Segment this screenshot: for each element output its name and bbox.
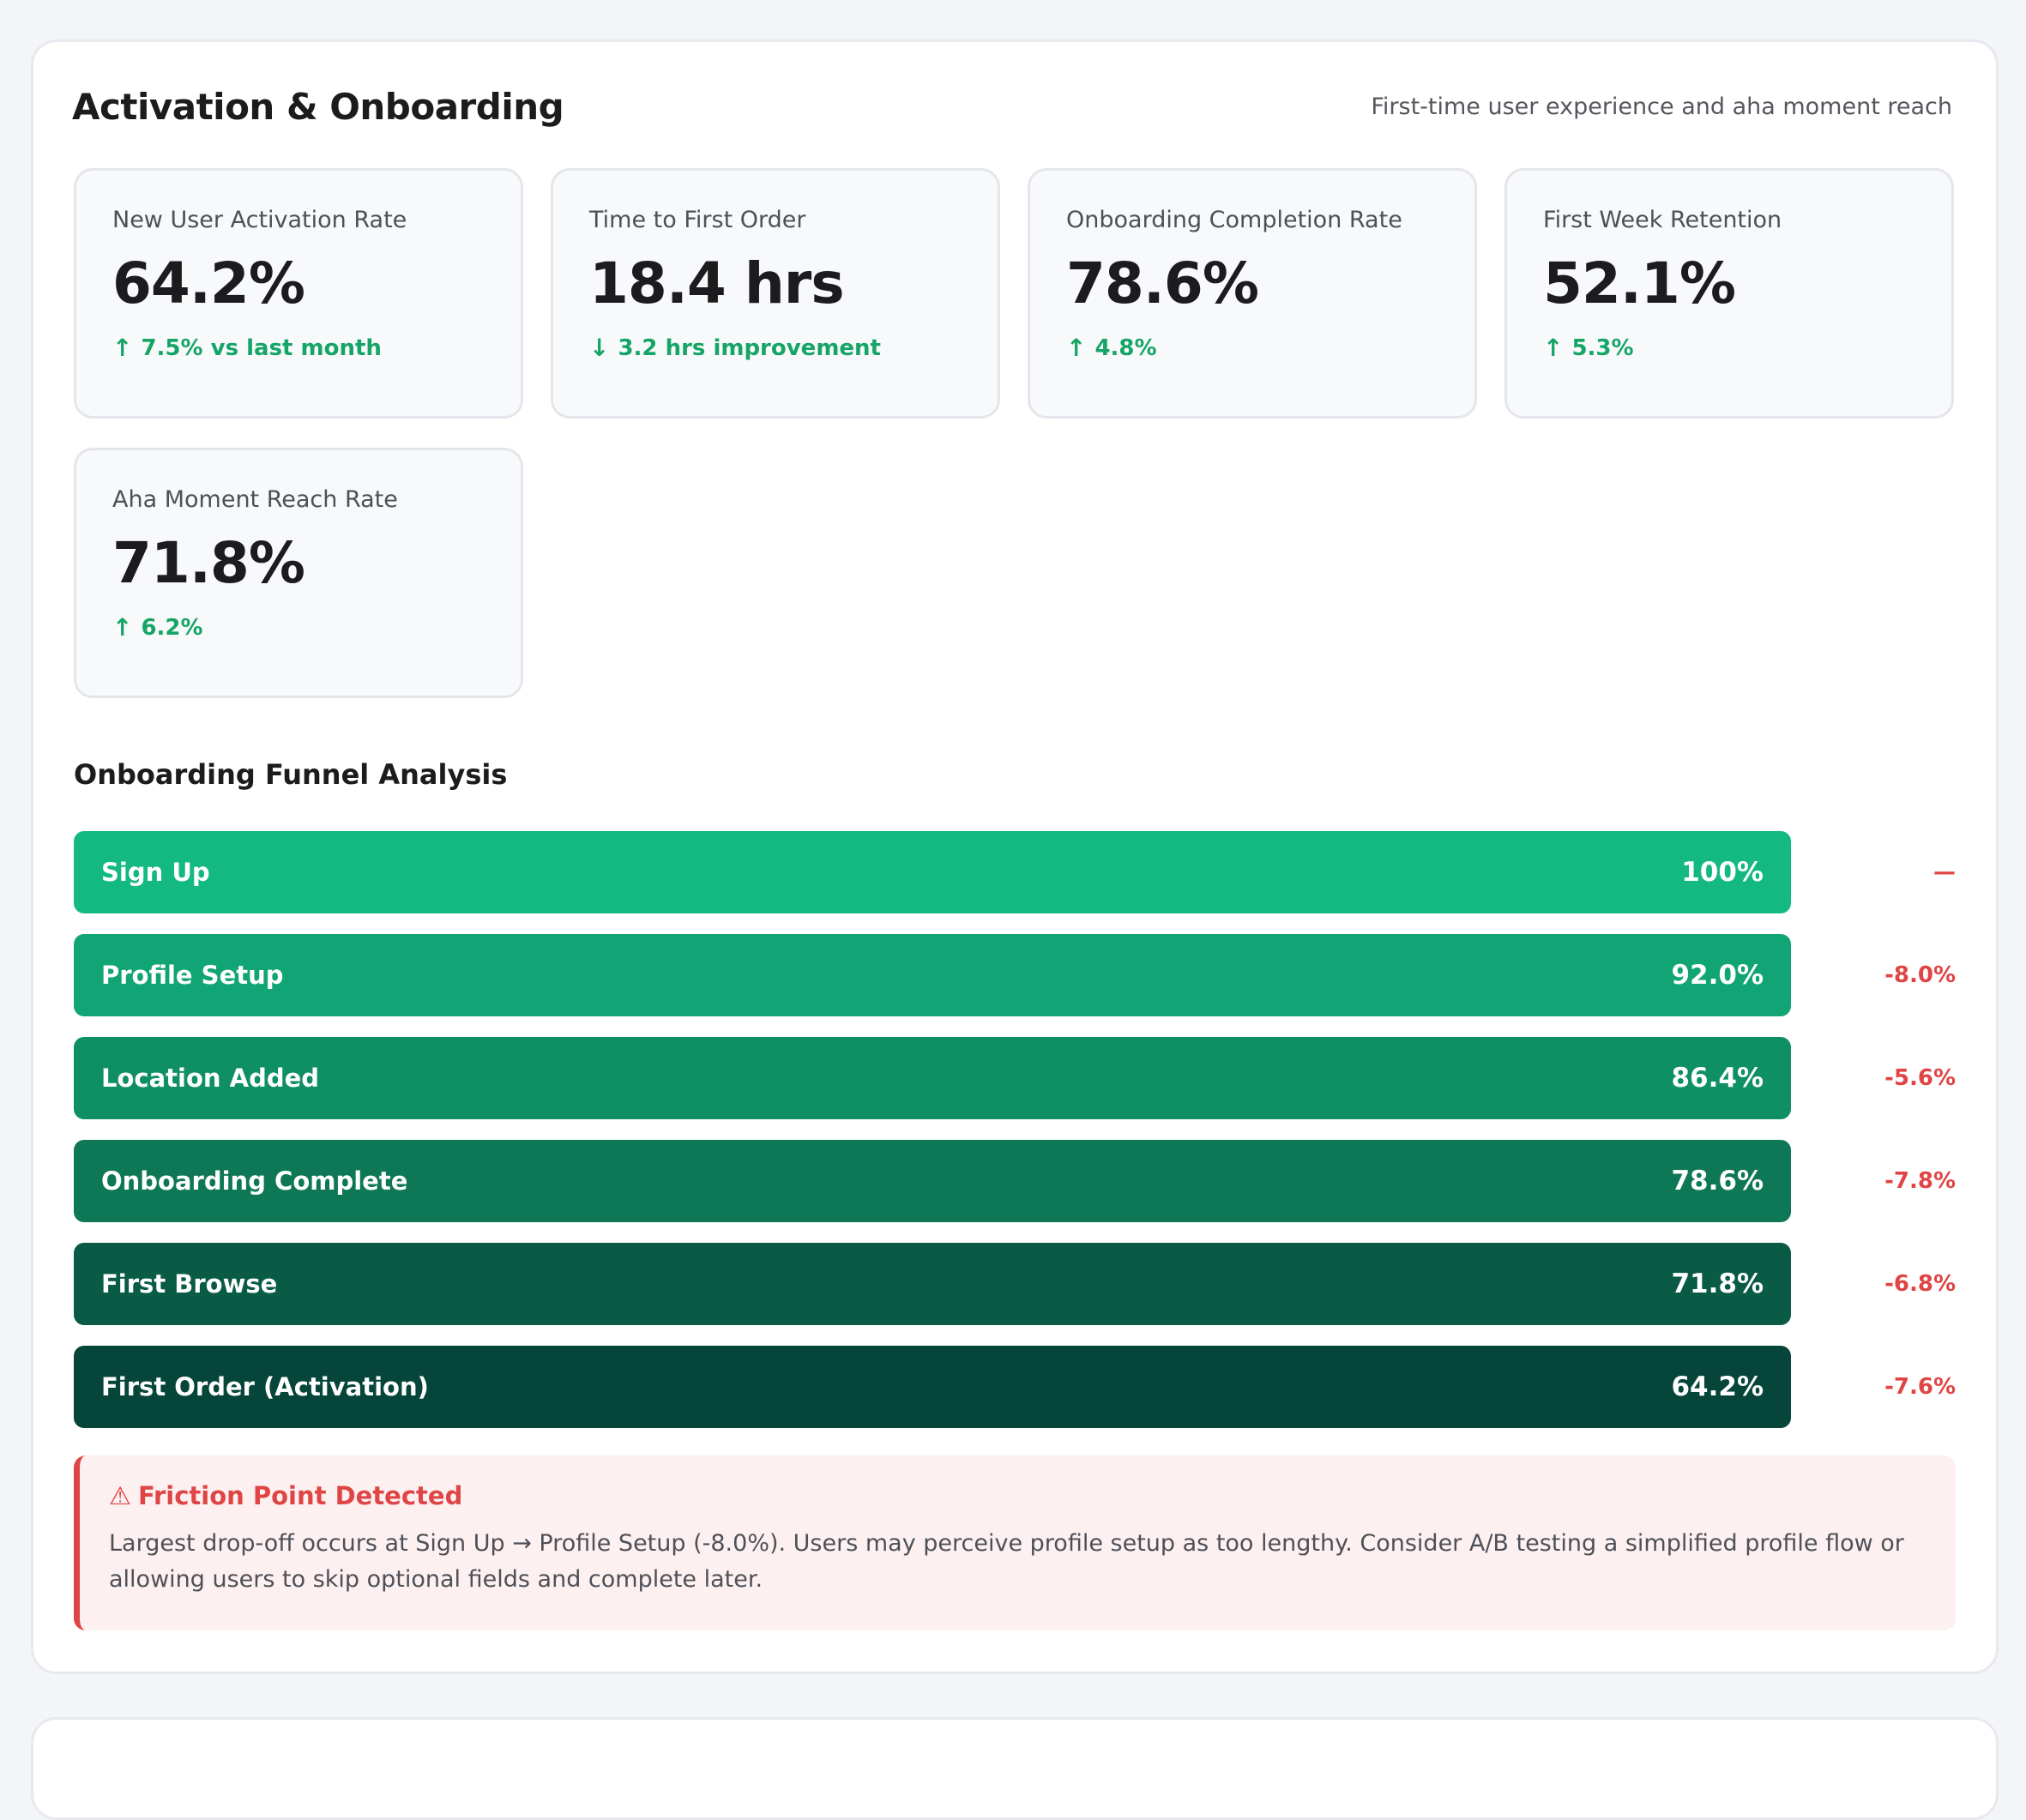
funnel-row-first-order: First Order (Activation) 64.2% -7.6% [74,1346,1956,1428]
funnel-bar: Sign Up 100% [74,831,1791,913]
kpi-label: Aha Moment Reach Rate [112,486,398,513]
funnel-row-profile-setup: Profile Setup 92.0% -8.0% [74,934,1956,1016]
warning-icon: ⚠ [109,1481,131,1510]
arrow-up-icon: ↑ [1543,334,1564,362]
funnel-step-drop: -5.6% [1884,1065,1956,1091]
alert-title: ⚠ Friction Point Detected [109,1481,1927,1510]
funnel-step-drop: — [1933,859,1956,885]
kpi-value: 71.8% [112,530,305,596]
kpi-label: Time to First Order [589,207,806,233]
funnel-row-sign-up: Sign Up 100% — [74,831,1956,913]
panel-header: Activation & Onboarding First-time user … [72,81,1952,132]
kpi-card-aha-moment: Aha Moment Reach Rate 71.8% ↑ 6.2% [74,448,523,698]
funnel-step-label: Location Added [101,1064,320,1093]
kpi-label: New User Activation Rate [112,207,407,233]
alert-title-text: Friction Point Detected [138,1481,463,1510]
funnel-step-drop: -7.8% [1884,1168,1956,1194]
kpi-card-time-to-first-order: Time to First Order 18.4 hrs ↓ 3.2 hrs i… [551,168,1000,419]
funnel-step-percent: 78.6% [1671,1166,1764,1196]
kpi-delta-text: 7.5% vs last month [141,334,382,361]
funnel-step-percent: 71.8% [1671,1269,1764,1299]
friction-alert: ⚠ Friction Point Detected Largest drop-o… [74,1455,1956,1630]
kpi-label: Onboarding Completion Rate [1066,207,1402,233]
kpi-delta-text: 3.2 hrs improvement [618,334,881,361]
section-title: Activation & Onboarding [72,85,564,128]
kpi-value: 52.1% [1543,250,1736,316]
kpi-delta: ↑ 5.3% [1543,334,1917,362]
funnel-step-label: Sign Up [101,858,210,887]
kpi-label: First Week Retention [1543,207,1782,233]
funnel-step-label: Profile Setup [101,961,284,990]
funnel-step-drop: -7.6% [1884,1374,1956,1400]
kpi-delta: ↑ 4.8% [1066,334,1440,362]
kpi-delta-text: 4.8% [1094,334,1157,361]
kpi-delta: ↑ 6.2% [112,613,486,642]
kpi-value: 18.4 hrs [589,250,845,316]
kpi-value: 78.6% [1066,250,1259,316]
kpi-card-onboarding-completion: Onboarding Completion Rate 78.6% ↑ 4.8% [1028,168,1477,419]
section-subtitle: First-time user experience and aha momen… [1371,93,1952,120]
funnel-step-percent: 100% [1681,857,1764,888]
kpi-delta-text: 5.3% [1571,334,1634,361]
kpi-card-first-week-retention: First Week Retention 52.1% ↑ 5.3% [1504,168,1954,419]
funnel-step-percent: 86.4% [1671,1063,1764,1094]
kpi-delta: ↑ 7.5% vs last month [112,334,486,362]
arrow-down-icon: ↓ [589,334,610,362]
kpi-delta-text: 6.2% [141,614,203,641]
kpi-value: 64.2% [112,250,305,316]
funnel-row-onboarding-complete: Onboarding Complete 78.6% -7.8% [74,1140,1956,1222]
kpi-card-activation-rate: New User Activation Rate 64.2% ↑ 7.5% vs… [74,168,523,419]
funnel-step-label: Onboarding Complete [101,1166,408,1196]
funnel-row-location-added: Location Added 86.4% -5.6% [74,1037,1956,1119]
arrow-up-icon: ↑ [112,334,133,362]
funnel-title: Onboarding Funnel Analysis [74,758,508,791]
funnel-step-percent: 92.0% [1671,960,1764,991]
funnel-bar: Profile Setup 92.0% [74,934,1791,1016]
funnel-bar: First Order (Activation) 64.2% [74,1346,1791,1428]
alert-body: Largest drop-off occurs at Sign Up → Pro… [109,1530,1904,1593]
kpi-delta: ↓ 3.2 hrs improvement [589,334,963,362]
funnel-step-drop: -6.8% [1884,1271,1956,1297]
funnel-row-first-browse: First Browse 71.8% -6.8% [74,1243,1956,1325]
funnel-step-label: First Order (Activation) [101,1372,429,1401]
arrow-up-icon: ↑ [112,613,133,642]
funnel-bar: Onboarding Complete 78.6% [74,1140,1791,1222]
next-panel [31,1717,1999,1820]
funnel-step-percent: 64.2% [1671,1371,1764,1402]
funnel-bar: First Browse 71.8% [74,1243,1791,1325]
funnel-step-drop: -8.0% [1884,962,1956,988]
arrow-up-icon: ↑ [1066,334,1087,362]
funnel-bar: Location Added 86.4% [74,1037,1791,1119]
funnel-step-label: First Browse [101,1269,278,1299]
